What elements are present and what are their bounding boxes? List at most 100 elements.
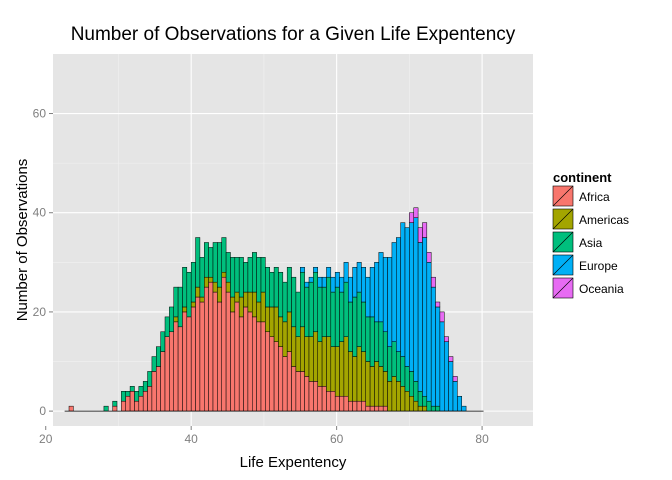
- bar-segment-africa: [334, 395, 340, 412]
- bar-segment-americas: [374, 361, 380, 407]
- bar-segment-africa: [361, 400, 366, 412]
- bar-segment-europe: [304, 281, 310, 288]
- legend-label-asia: Asia: [579, 236, 603, 250]
- bar-segment-africa: [129, 391, 135, 412]
- bar-segment-europe: [382, 257, 388, 333]
- x-tick-label: 60: [330, 432, 344, 446]
- bar-segment-asia: [269, 271, 275, 308]
- bar-segment-asia: [339, 291, 345, 342]
- bar-segment-africa: [330, 391, 336, 412]
- bar-segment-africa: [169, 331, 174, 412]
- bar-segment-asia: [121, 391, 126, 402]
- bar-segment-asia: [317, 286, 323, 342]
- bar-segment-asia: [400, 356, 406, 387]
- bar-segment-africa: [160, 351, 166, 412]
- bar-segment-africa: [278, 346, 284, 412]
- bar-segment-europe: [317, 276, 323, 288]
- bar-segment-asia: [169, 306, 174, 333]
- bar-segment-oceania: [444, 336, 449, 342]
- bar-segment-africa: [238, 316, 244, 412]
- bar-segment-africa: [326, 391, 332, 412]
- bar-segment-asia: [199, 257, 205, 298]
- bar-segment-europe: [461, 405, 467, 412]
- bar-segment-americas: [378, 366, 384, 407]
- bar-segment-americas: [326, 336, 332, 392]
- legend-label-europe: Europe: [579, 259, 618, 273]
- bar-segment-europe: [374, 262, 380, 323]
- bar-segment-asia: [326, 276, 332, 337]
- bar-segment-americas: [382, 371, 388, 407]
- bar-segment-europe: [313, 267, 318, 273]
- bar-segment-africa: [190, 306, 196, 412]
- bar-segment-asia: [334, 286, 340, 347]
- legend-swatch-diagonal: [552, 185, 574, 207]
- bar-segment-asia: [291, 276, 297, 328]
- bar-segment-asia: [391, 341, 397, 377]
- bar-segment-africa: [265, 331, 270, 412]
- bar-segment-americas: [417, 405, 423, 412]
- bar-segment-asia: [243, 262, 249, 293]
- bar-segment-asia: [369, 316, 375, 367]
- bar-segment-africa: [186, 316, 192, 412]
- bar-segment-asia: [313, 271, 318, 333]
- bar-segment-oceania: [430, 276, 436, 288]
- bar-segment-asia: [265, 267, 270, 308]
- x-tick-label: 80: [475, 432, 489, 446]
- bar-segment-americas: [234, 291, 240, 303]
- bar-segment-americas: [195, 286, 201, 298]
- bar-segment-africa: [286, 351, 292, 412]
- bar-segment-americas: [230, 296, 236, 313]
- bar-segment-europe: [444, 341, 449, 412]
- bar-segment-asia: [225, 252, 231, 283]
- bar-segment-asia: [182, 267, 188, 308]
- bar-segment-asia: [404, 366, 410, 392]
- bar-segment-asia: [256, 257, 262, 303]
- bar-segment-africa: [134, 400, 140, 412]
- bar-segment-americas: [273, 306, 279, 342]
- bar-segment-asia: [308, 281, 314, 337]
- bar-segment-africa: [225, 291, 231, 412]
- bar-segment-europe: [409, 222, 414, 372]
- bar-segment-asia: [138, 386, 144, 397]
- bar-segment-asia: [186, 271, 192, 318]
- bar-segment-africa: [125, 395, 131, 412]
- bar-segment-asia: [365, 316, 371, 362]
- bar-segment-africa: [199, 301, 205, 412]
- bar-segment-oceania: [452, 376, 458, 382]
- bar-segment-africa: [221, 276, 227, 412]
- y-tick-label: 40: [33, 206, 47, 220]
- bar-segment-americas: [252, 291, 257, 318]
- bar-segment-asia: [396, 351, 401, 382]
- bar-segment-americas: [422, 405, 428, 412]
- x-tick-label: 40: [185, 432, 199, 446]
- bar-segment-americas: [247, 291, 253, 313]
- bar-segment-americas: [260, 291, 266, 323]
- bar-segment-africa: [217, 301, 222, 412]
- bar-segment-americas: [269, 306, 275, 337]
- bar-segment-africa: [112, 405, 118, 412]
- bar-segment-africa: [291, 366, 297, 412]
- bar-segment-europe: [422, 237, 428, 397]
- bar-segment-europe: [334, 271, 340, 288]
- bar-segment-asia: [352, 296, 358, 357]
- bar-segment-africa: [356, 400, 362, 412]
- bar-segment-americas: [321, 336, 327, 387]
- legend-swatch-diagonal: [552, 208, 574, 230]
- bar-segment-asia: [234, 257, 240, 293]
- bar-segment-asia: [321, 286, 327, 337]
- bar-segment-asia: [190, 262, 196, 303]
- bar-segment-americas: [334, 346, 340, 397]
- bar-segment-americas: [190, 301, 196, 308]
- bar-segment-africa: [269, 336, 275, 412]
- bar-segment-africa: [374, 405, 380, 412]
- bar-segment-oceania: [417, 227, 423, 243]
- bar-segment-asia: [247, 257, 253, 293]
- bar-segment-americas: [295, 336, 301, 372]
- bar-segment-africa: [348, 400, 353, 412]
- bar-segment-africa: [177, 326, 183, 412]
- bar-segment-asia: [435, 405, 441, 412]
- bar-segment-asia: [356, 291, 362, 347]
- bar-segment-asia: [374, 321, 380, 362]
- bar-segment-asia: [164, 316, 170, 337]
- bar-segment-asia: [195, 237, 201, 288]
